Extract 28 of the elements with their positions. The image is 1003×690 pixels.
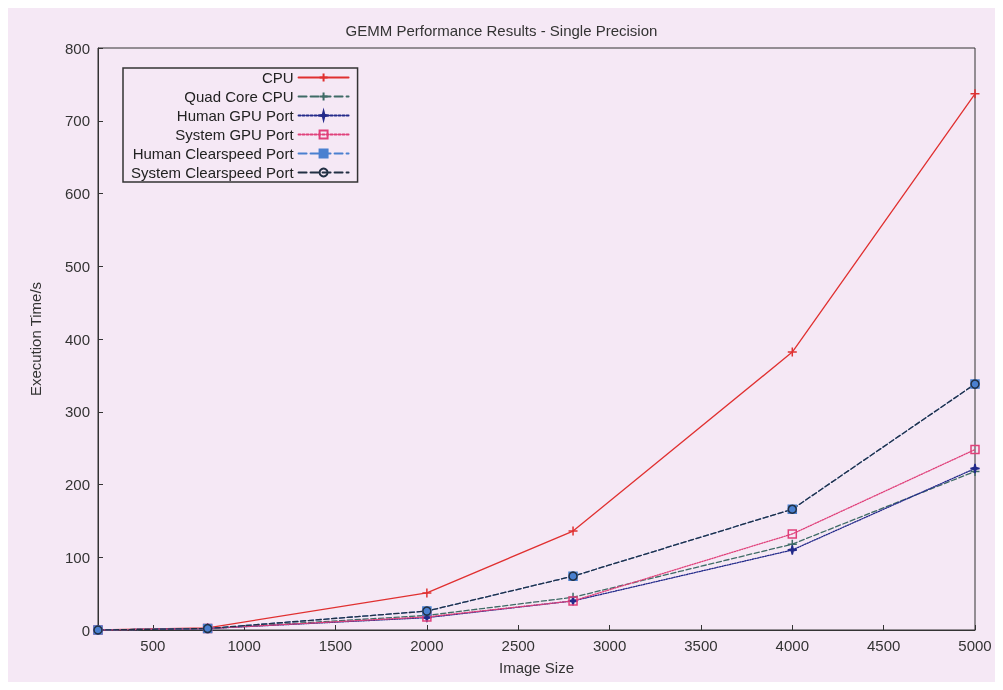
x-tick-label: 2000	[410, 637, 444, 654]
x-tick-label: 4500	[866, 637, 901, 654]
y-tick-label: 600	[64, 185, 90, 202]
y-tick-label: 400	[64, 330, 90, 348]
x-tick-label: 1000	[227, 637, 261, 654]
legend-label: System GPU Port	[175, 126, 295, 143]
x-tick-label: 3000	[592, 637, 627, 654]
legend-label: System Clearspeed Port	[130, 164, 295, 181]
y-tick-label: 800	[64, 39, 90, 57]
y-tick-label: 0	[81, 621, 90, 639]
legend-label: Human GPU Port	[176, 107, 295, 124]
legend-label: Human Clearspeed Port	[132, 145, 295, 162]
x-tick-label: 4000	[775, 637, 809, 654]
x-tick-label: 2500	[501, 637, 535, 654]
chart-title: GEMM Performance Results - Single Precision	[345, 22, 658, 39]
y-tick-label: 700	[64, 112, 90, 130]
legend-label: Quad Core CPU	[184, 88, 294, 105]
legend-label: CPU	[261, 69, 294, 86]
y-axis-title: Execution Time/s	[27, 281, 44, 397]
x-tick-label: 500	[140, 637, 166, 654]
x-tick-label: 3500	[684, 637, 718, 654]
y-tick-label: 100	[64, 548, 90, 566]
y-tick-label: 200	[64, 476, 90, 493]
x-axis-title: Image Size	[498, 659, 575, 676]
x-tick-label: 1500	[318, 637, 353, 654]
y-tick-label: 500	[64, 257, 90, 275]
y-tick-label: 300	[64, 403, 90, 421]
x-tick-label: 5000	[958, 637, 992, 654]
